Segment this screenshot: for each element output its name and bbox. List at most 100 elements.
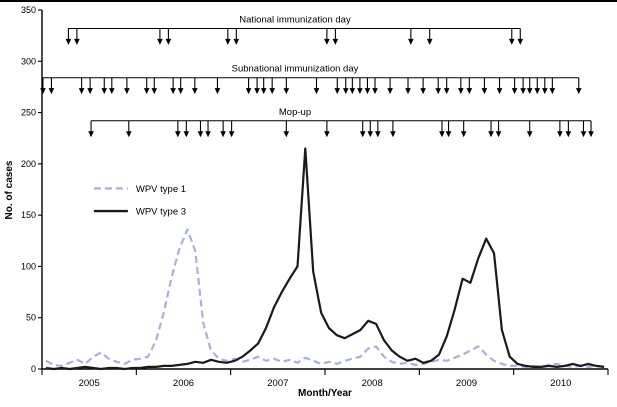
y-axis-title: No. of cases (4, 160, 15, 220)
arrowhead-icon (390, 131, 396, 138)
arrowhead-icon (511, 88, 518, 95)
arrowhead-icon (175, 131, 181, 138)
arrowhead-icon (526, 131, 533, 138)
arrowhead-icon (260, 88, 267, 95)
arrowhead-icon (151, 88, 158, 95)
arrowhead-icon (245, 88, 252, 95)
arrowhead-icon (588, 131, 594, 138)
legend-label-wpv-type-3: WPV type 3 (136, 207, 186, 218)
arrowhead-icon (170, 88, 176, 95)
label-350: 350 (21, 5, 36, 15)
label-100: 100 (21, 261, 36, 271)
series-wpv-type-3 (45, 147, 605, 371)
arrowhead-icon (78, 88, 85, 95)
arrowhead-icon (225, 38, 231, 45)
arrowhead-icon (269, 88, 275, 95)
arrowhead-icon (557, 131, 563, 138)
axes: 0 50 100 150 200 250 300 350 2005 2006 2007 2008 200… (21, 5, 609, 389)
arrowhead-icon (408, 38, 414, 45)
arrowhead-icon (445, 131, 452, 138)
label-250: 250 (21, 108, 36, 118)
arrowhead-icon (439, 131, 445, 138)
label-2005: 2005 (79, 378, 100, 389)
arrowhead-icon (183, 131, 190, 138)
arrowhead-icon (488, 131, 494, 138)
arrowhead-icon (359, 131, 366, 138)
arrowhead-icon (228, 131, 235, 138)
arrowhead-icon (466, 88, 473, 95)
arrowhead-icon (443, 88, 450, 95)
legend: WPV type 1 WPV type 3 (93, 184, 186, 218)
arrowhead-icon (197, 131, 204, 138)
label-50: 50 (26, 313, 36, 323)
legend-label-wpv-type-1: WPV type 1 (136, 184, 186, 195)
arrowhead-icon (342, 88, 349, 95)
label-national-immunization-day: National immunization day (239, 14, 351, 25)
arrowhead-icon (283, 88, 290, 95)
arrowhead-icon (458, 88, 464, 95)
arrowhead-icon (420, 88, 426, 95)
arrowhead-icon (405, 88, 411, 95)
arrowhead-icon (526, 88, 533, 95)
arrowhead-icon (495, 131, 502, 138)
arrowhead-icon (549, 88, 556, 95)
arrowhead-icon (334, 88, 341, 95)
arrowhead-icon (125, 131, 132, 138)
arrowhead-icon (349, 88, 356, 95)
arrowhead-icon (357, 88, 363, 95)
arrowhead-icon (48, 88, 55, 95)
label-150: 150 (21, 210, 36, 220)
arrowhead-icon (426, 38, 433, 45)
arrowhead-icon (367, 131, 374, 138)
arrowhead-icon (575, 88, 582, 95)
arrowhead-icon (565, 131, 572, 138)
label-0: 0 (31, 364, 36, 374)
campaign-national-immunization-day: National immunization day (65, 14, 524, 45)
arrowhead-icon (460, 131, 467, 138)
arrowhead-icon (101, 88, 108, 95)
campaign-subnational-immunization-day: Subnational immunization day (40, 64, 582, 95)
arrowhead-icon (65, 38, 72, 45)
arrowhead-icon (205, 131, 211, 138)
arrowhead-icon (87, 88, 93, 95)
arrowhead-icon (534, 88, 541, 95)
arrowhead-icon (74, 38, 80, 45)
arrowhead-icon (364, 88, 371, 95)
arrowhead-icon (254, 88, 260, 95)
arrowhead-icon (435, 88, 441, 95)
arrowhead-icon (109, 88, 115, 95)
arrowhead-icon (143, 88, 150, 95)
label-2006: 2006 (173, 378, 194, 389)
arrowhead-icon (508, 38, 515, 45)
arrowhead-icon (40, 88, 46, 95)
arrowhead-icon (387, 88, 393, 95)
label-subnational-immunization-day: Subnational immunization day (232, 64, 359, 75)
arrowhead-icon (233, 38, 240, 45)
label-300: 300 (21, 56, 36, 66)
campaign-mop-up: Mop-up (88, 107, 594, 138)
arrowhead-icon (157, 38, 163, 45)
label-2009: 2009 (456, 378, 477, 389)
arrowhead-icon (177, 88, 184, 95)
arrowhead-icon (332, 38, 339, 45)
arrowhead-icon (165, 38, 172, 45)
arrowhead-icon (324, 38, 330, 45)
arrowhead-icon (372, 88, 378, 95)
arrowhead-icon (124, 88, 130, 95)
arrowhead-icon (283, 131, 290, 138)
arrowhead-icon (481, 88, 488, 95)
arrowhead-icon (192, 88, 198, 95)
arrowhead-icon (324, 131, 330, 138)
label-2008: 2008 (362, 378, 383, 389)
series-wpv-type-1 (45, 228, 605, 368)
arrowhead-icon (88, 131, 94, 138)
arrowhead-icon (520, 88, 526, 95)
arrowhead-icon (517, 38, 524, 45)
arrowhead-icon (541, 88, 548, 95)
arrowhead-icon (220, 131, 226, 138)
label-2010: 2010 (550, 378, 571, 389)
arrowhead-icon (496, 88, 503, 95)
label-mop-up: Mop-up (279, 107, 311, 118)
